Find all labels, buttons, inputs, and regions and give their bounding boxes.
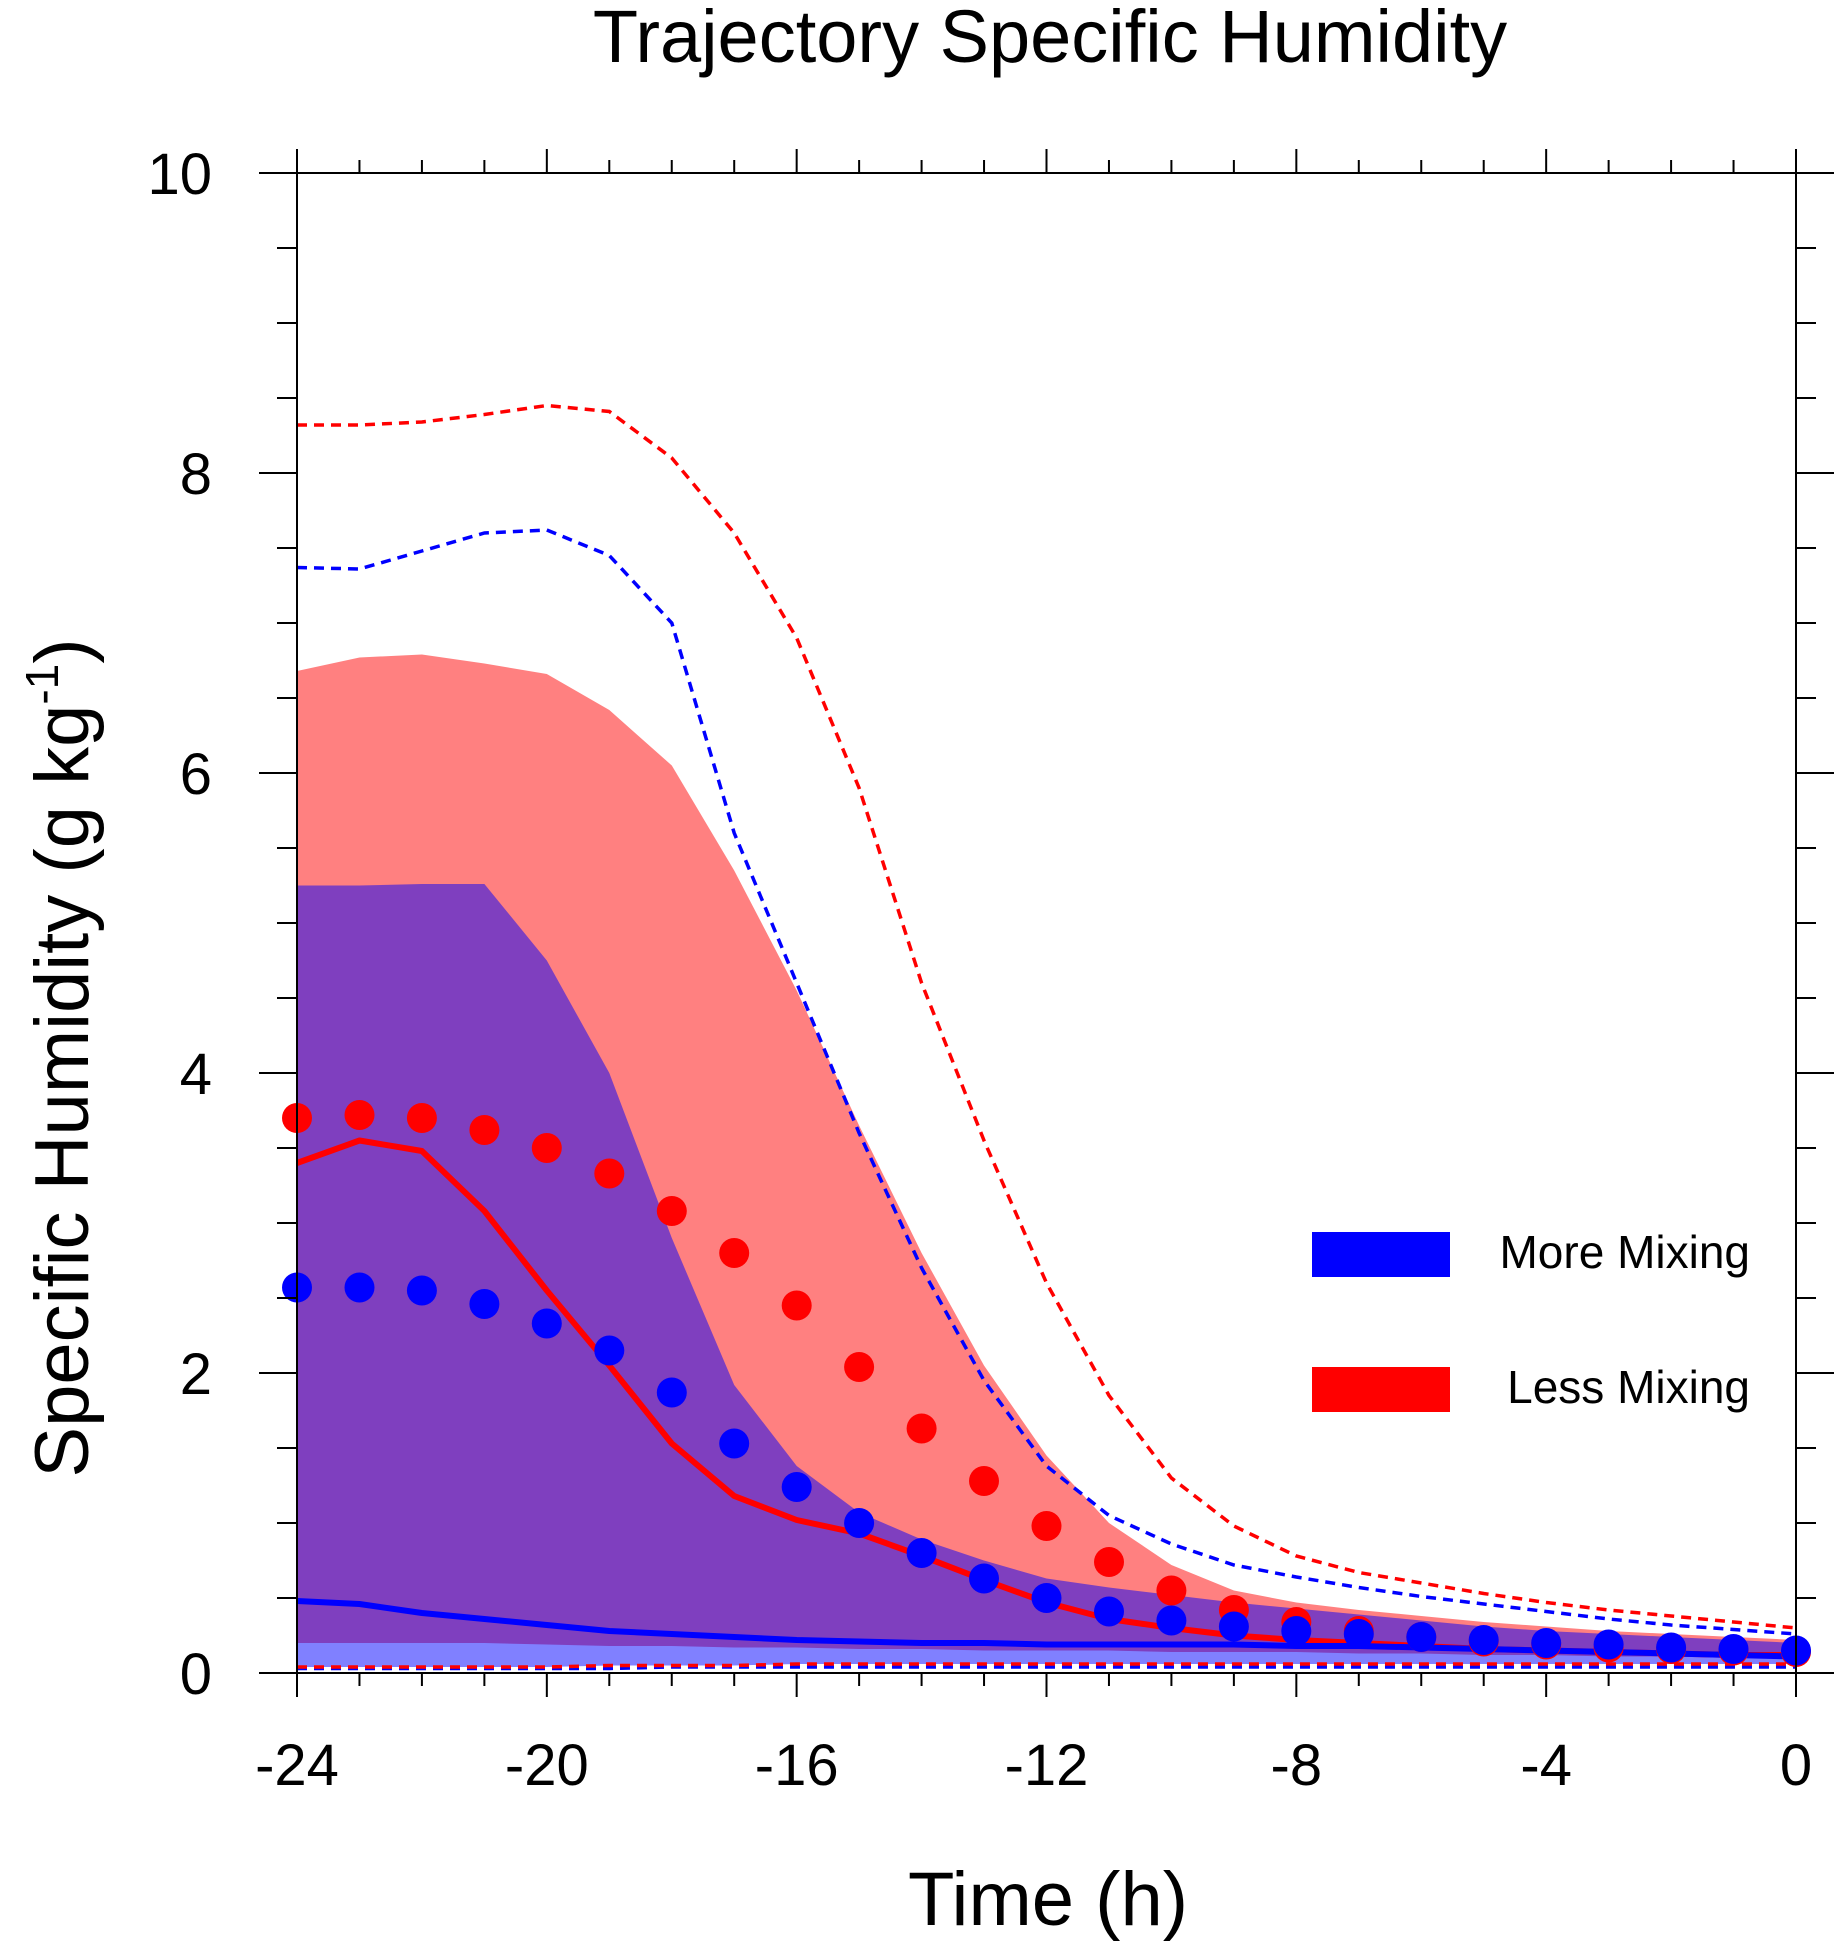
x-tick-label: -20 — [505, 1733, 589, 1798]
data-point — [531, 1133, 562, 1163]
data-point — [594, 1335, 625, 1366]
data-point — [1031, 1583, 1062, 1613]
y-axis-title: Specific Humidity (g kg-1) — [16, 638, 105, 1477]
y-tick-label: 2 — [180, 1342, 212, 1407]
data-point — [781, 1290, 812, 1321]
legend-label-more-mixing: More Mixing — [1499, 1226, 1750, 1278]
legend-swatch-less-mixing — [1312, 1367, 1450, 1412]
data-point — [1156, 1575, 1187, 1606]
legend-swatch-more-mixing — [1312, 1232, 1450, 1277]
data-point — [656, 1377, 687, 1408]
data-point — [969, 1466, 999, 1496]
data-point — [656, 1196, 687, 1226]
data-point — [844, 1508, 875, 1538]
series-line-less-mixing-upper-dashed — [297, 403, 1797, 1630]
data-point — [781, 1472, 812, 1502]
data-point — [844, 1352, 875, 1382]
data-point — [906, 1538, 937, 1568]
y-tick-label: 4 — [180, 1042, 212, 1107]
y-axis-title-superscript: -1 — [16, 664, 68, 705]
series-line-less-mixing-lower-dashed — [297, 1662, 1796, 1669]
data-point — [1468, 1625, 1499, 1655]
data-point — [469, 1289, 500, 1319]
x-tick-label: -24 — [255, 1733, 339, 1798]
data-point — [1593, 1629, 1624, 1660]
data-point — [1094, 1596, 1124, 1627]
data-point — [594, 1158, 625, 1189]
plot-area — [282, 403, 1811, 1671]
data-point — [344, 1272, 375, 1303]
data-point — [531, 1308, 562, 1339]
y-tick-label: 8 — [180, 442, 212, 507]
x-tick-label: -8 — [1271, 1733, 1323, 1798]
data-point — [719, 1428, 750, 1459]
y-tick-label: 6 — [180, 742, 212, 807]
x-axis-title: Time (h) — [908, 1857, 1188, 1942]
data-point — [1406, 1622, 1437, 1652]
chart-title: Trajectory Specific Humidity — [593, 0, 1507, 78]
data-point — [406, 1275, 437, 1306]
y-axis-title-main: Specific Humidity (g kg — [20, 705, 105, 1478]
data-point — [719, 1238, 750, 1268]
x-tick-label: -16 — [755, 1733, 839, 1798]
x-axis: -24 -20 -16 -12 -8 -4 0 — [255, 149, 1812, 1798]
y-axis-title-end: ) — [20, 638, 105, 663]
data-point — [906, 1413, 937, 1444]
data-point — [1156, 1605, 1187, 1636]
data-point — [1656, 1632, 1687, 1663]
data-point — [1531, 1628, 1562, 1658]
data-point — [469, 1115, 500, 1145]
data-point — [1031, 1511, 1062, 1541]
data-point — [1094, 1547, 1124, 1577]
series-markers-more-mixing-mean — [282, 1272, 1811, 1666]
data-point — [1281, 1616, 1312, 1646]
legend-label-less-mixing: Less Mixing — [1507, 1361, 1750, 1413]
shaded-band-bottom — [297, 1643, 1796, 1667]
y-axis: 0 2 4 6 8 10 — [147, 142, 1834, 1707]
series-line-more-mixing-upper-dashed — [296, 528, 1797, 1636]
data-point — [406, 1103, 437, 1133]
y-tick-label: 0 — [180, 1642, 212, 1707]
data-point — [1718, 1634, 1749, 1664]
legend: More Mixing Less Mixing — [1312, 1226, 1750, 1413]
series-line-more-mixing-lower-dashed — [297, 1665, 1796, 1671]
x-tick-label: 0 — [1780, 1733, 1812, 1798]
shaded-band-1 — [297, 884, 1796, 1658]
data-point — [1343, 1619, 1374, 1649]
x-tick-label: -12 — [1005, 1733, 1089, 1798]
data-point — [344, 1100, 375, 1130]
data-point — [1218, 1611, 1249, 1642]
data-point — [969, 1563, 999, 1594]
x-tick-label: -4 — [1520, 1733, 1572, 1798]
y-tick-label: 10 — [147, 142, 212, 207]
